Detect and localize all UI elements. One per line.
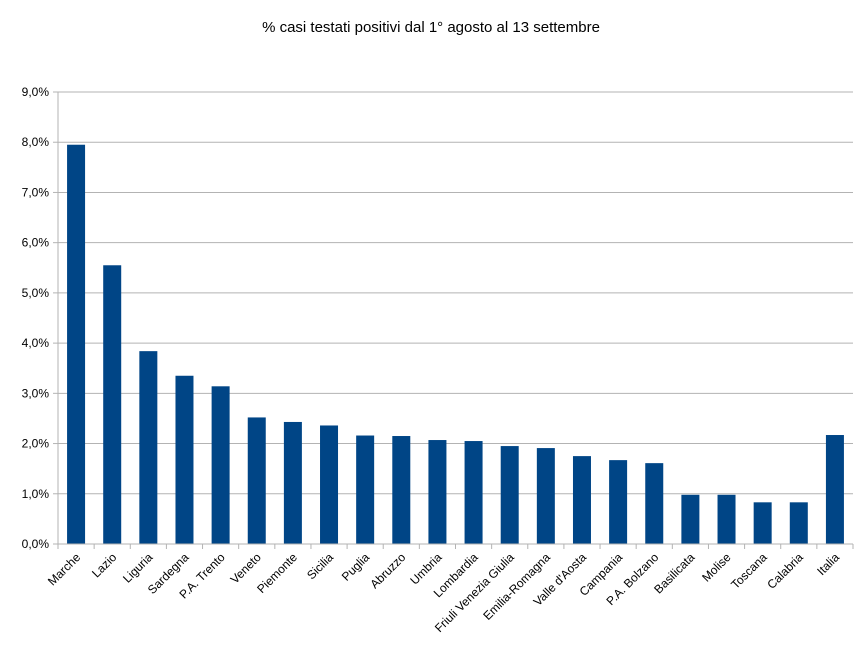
bar (717, 494, 736, 544)
bars (67, 144, 844, 544)
chart-title: % casi testati positivi dal 1° agosto al… (262, 19, 600, 36)
x-tick-label: Puglia (339, 550, 373, 584)
bar (247, 417, 266, 544)
y-tick-label: 7,0% (22, 185, 50, 199)
bar (500, 446, 519, 544)
x-tick-label: Calabria (764, 550, 806, 592)
bar (572, 456, 591, 544)
x-tick-label: Abruzzo (367, 550, 408, 591)
bar (211, 386, 230, 544)
x-tick-label: Lazio (89, 550, 119, 580)
x-tick-label: Basilicata (651, 550, 697, 596)
y-tick-label: 1,0% (22, 487, 50, 501)
y-tick-label: 4,0% (22, 336, 50, 350)
y-tick-label: 0,0% (22, 537, 50, 551)
bar (753, 502, 772, 544)
bar (536, 448, 555, 544)
y-tick-label: 9,0% (22, 85, 50, 99)
x-tick-label: Molise (699, 550, 734, 585)
bar (67, 144, 86, 544)
bar (609, 460, 628, 544)
y-tick-label: 3,0% (22, 386, 50, 400)
x-tick-label: Italia (814, 550, 842, 578)
x-tick-label: Sicilia (304, 550, 336, 582)
y-axis-ticks: 0,0% 1,0% 2,0% 3,0% 4,0% 5,0% 6,0% 7,0% 8,0% 9,0% (22, 85, 58, 551)
bar (428, 440, 447, 544)
bar (356, 435, 375, 544)
x-tick-label: Toscana (728, 550, 770, 592)
bar (645, 463, 664, 544)
bar (825, 435, 844, 544)
x-tick-label: Marche (45, 550, 83, 588)
y-tick-label: 8,0% (22, 135, 50, 149)
y-tick-label: 2,0% (22, 437, 50, 451)
bar (464, 441, 483, 544)
bar (103, 265, 122, 544)
bar (320, 425, 339, 544)
y-tick-label: 5,0% (22, 286, 50, 300)
x-tick-label: Piemonte (254, 550, 300, 596)
y-tick-label: 6,0% (22, 236, 50, 250)
bar (175, 375, 194, 544)
bar (789, 502, 808, 544)
bar (392, 436, 411, 544)
bar (139, 351, 158, 544)
bar (283, 421, 302, 544)
bar (681, 494, 700, 544)
